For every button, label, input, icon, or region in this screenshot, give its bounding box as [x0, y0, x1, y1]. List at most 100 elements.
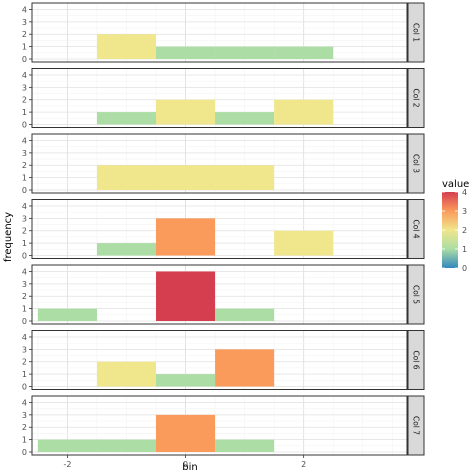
- facet-strip-label: Col 2: [412, 88, 421, 107]
- y-tick-label: 1: [22, 305, 27, 314]
- y-tick-label: 1: [22, 239, 27, 248]
- panel-border: [31, 199, 408, 259]
- y-tick-label: 1: [22, 174, 27, 183]
- histogram-bar: [274, 99, 334, 125]
- histogram-bar: [215, 165, 275, 190]
- facet-strip-label: Col 3: [412, 154, 421, 173]
- histogram-bar: [96, 112, 157, 125]
- histogram-bar: [96, 165, 157, 190]
- y-tick-label: 4: [22, 71, 27, 80]
- y-tick-label: 0: [22, 121, 27, 130]
- histogram-bar: [96, 361, 157, 387]
- histogram-bar: [156, 99, 216, 125]
- histogram-bar: [156, 218, 216, 256]
- histogram-bar: [156, 165, 216, 190]
- histogram-bar: [156, 414, 216, 452]
- legend-tick-label: 1: [462, 245, 467, 254]
- panel-background: [32, 199, 407, 259]
- histogram-bar: [215, 308, 275, 321]
- histogram-bar: [274, 230, 334, 256]
- y-tick-label: 4: [22, 202, 27, 211]
- histogram-bar: [156, 271, 216, 321]
- facet-strip: [407, 330, 425, 390]
- facet-strip: [407, 2, 425, 63]
- y-tick-label: 0: [22, 252, 27, 261]
- facet-strip: [407, 68, 425, 128]
- panel-border: [31, 2, 408, 63]
- facet-panels: 0 1 2 3 4 Col 1 0 1 2 3 4 Col 2 0 1 2 3 4 Col 3 0 1 2 3 4 Col 4…: [22, 2, 425, 457]
- facet-panel: 0 1 2 3 4 Col 4: [22, 199, 425, 261]
- facet-panel: 0 1 2 3 4 Col 1: [22, 2, 425, 64]
- y-tick-label: 4: [22, 136, 27, 145]
- y-tick-label: 3: [22, 83, 27, 92]
- facet-panel: 0 1 2 3 4 Col 3: [22, 133, 425, 195]
- histogram-bar: [96, 243, 157, 256]
- y-tick-label: 2: [22, 96, 27, 105]
- y-tick-label: 4: [22, 333, 27, 342]
- color-legend: value 4 3 2 1 0: [442, 179, 469, 273]
- y-tick-label: 1: [22, 43, 27, 52]
- x-tick-label: 0: [183, 460, 188, 469]
- facet-strip-label: Col 7: [412, 416, 421, 435]
- histogram-bar: [96, 439, 157, 452]
- y-tick-label: 2: [22, 292, 27, 301]
- legend-title: value: [442, 179, 469, 190]
- panel-border: [31, 330, 408, 390]
- legend-tick-label: 3: [462, 207, 467, 216]
- panel-border: [31, 395, 408, 456]
- facet-strip: [407, 133, 425, 194]
- histogram-bar: [215, 46, 275, 59]
- y-tick-label: 3: [22, 280, 27, 289]
- histogram-bar: [215, 112, 275, 125]
- y-tick-label: 4: [22, 267, 27, 276]
- histogram-bar: [96, 34, 157, 59]
- x-tick-label: -2: [63, 460, 71, 469]
- y-tick-label: 4: [22, 398, 27, 407]
- facet-strip-label: Col 6: [412, 350, 421, 369]
- facet-strip: [407, 264, 425, 325]
- x-axis-title: bin: [182, 462, 197, 473]
- y-tick-label: 3: [22, 345, 27, 354]
- y-tick-label: 2: [22, 30, 27, 39]
- y-tick-label: 3: [22, 214, 27, 223]
- facet-strip: [407, 395, 425, 456]
- facet-strip-label: Col 1: [412, 23, 421, 42]
- y-tick-label: 1: [22, 370, 27, 379]
- histogram-bar: [37, 308, 97, 321]
- y-tick-label: 2: [22, 161, 27, 170]
- histogram-bar: [156, 374, 216, 387]
- y-tick-label: 3: [22, 18, 27, 27]
- y-tick-label: 2: [22, 358, 27, 367]
- facet-strip-label: Col 4: [412, 219, 421, 238]
- x-tick-label: 2: [301, 460, 306, 469]
- histogram-bar: [274, 46, 334, 59]
- y-tick-label: 2: [22, 227, 27, 236]
- histogram-bar: [215, 349, 275, 387]
- y-tick-label: 0: [22, 55, 27, 64]
- legend-tick-label: 4: [462, 188, 467, 197]
- y-tick-label: 3: [22, 149, 27, 158]
- legend-tick-label: 0: [462, 264, 467, 273]
- histogram-bar: [156, 46, 216, 59]
- y-tick-label: 3: [22, 411, 27, 420]
- facet-panel: 0 1 2 3 4 Col 6: [22, 330, 425, 392]
- y-tick-label: 0: [22, 317, 27, 326]
- x-axis: -2 0 2: [63, 455, 306, 469]
- y-axis-title: frequency: [3, 212, 14, 262]
- histogram-bar: [215, 439, 275, 452]
- facet-strip: [407, 199, 425, 259]
- y-tick-label: 0: [22, 448, 27, 457]
- panel-border: [31, 133, 408, 194]
- y-tick-label: 0: [22, 186, 27, 195]
- y-tick-label: 4: [22, 5, 27, 14]
- facet-panel: 0 1 2 3 4 Col 2: [22, 68, 425, 130]
- facet-panel: 0 1 2 3 4 Col 7: [22, 395, 425, 457]
- panel-border: [31, 68, 408, 128]
- panel-border: [31, 264, 408, 325]
- histogram-bar: [37, 439, 97, 452]
- legend-tick-label: 2: [462, 226, 467, 235]
- y-tick-label: 1: [22, 436, 27, 445]
- y-tick-label: 2: [22, 423, 27, 432]
- y-tick-label: 0: [22, 383, 27, 392]
